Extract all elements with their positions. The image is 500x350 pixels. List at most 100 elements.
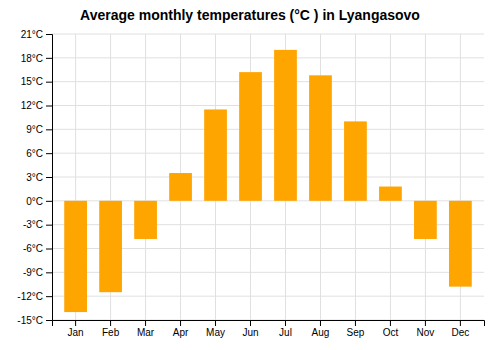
- bar: [344, 121, 367, 200]
- bar: [414, 201, 437, 239]
- tick: -6°C: [23, 243, 52, 254]
- tick: Jan: [68, 320, 84, 338]
- bar: [309, 75, 332, 201]
- plot: -15°C -12°C -9°C -6°C -3°C 0°C 3°C 6°C 9°C 12°C 15…: [17, 29, 484, 338]
- tick: Sep: [347, 320, 365, 338]
- tick-label: -6°C: [23, 243, 43, 254]
- tick-mark: [46, 153, 52, 154]
- tick-mark: [46, 320, 52, 321]
- tick: Aug: [312, 320, 330, 338]
- tick-label: -9°C: [23, 267, 43, 278]
- grid-line: [52, 177, 484, 178]
- tick: Oct: [383, 320, 399, 338]
- tick-mark: [46, 249, 52, 250]
- tick-label: Oct: [383, 327, 399, 338]
- tick-mark: [320, 320, 321, 326]
- bar: [99, 201, 122, 292]
- tick-mark: [46, 34, 52, 35]
- tick: -3°C: [23, 219, 52, 230]
- tick-label: 21°C: [21, 29, 43, 40]
- tick-label: 0°C: [26, 196, 43, 207]
- x-axis: Jan Feb Mar Apr May Jun Jul Aug Sep Oct Nov Dec: [53, 320, 485, 338]
- tick-mark: [46, 58, 52, 59]
- tick-label: 3°C: [26, 172, 43, 183]
- grid-line: [425, 34, 426, 320]
- grid: [52, 34, 484, 320]
- tick-label: Jun: [242, 327, 258, 338]
- tick-mark: [46, 129, 52, 130]
- bar: [169, 173, 192, 201]
- tick-label: 12°C: [21, 100, 43, 111]
- tick: -12°C: [17, 291, 52, 302]
- bar: [64, 201, 87, 312]
- tick-label: May: [206, 327, 225, 338]
- tick-mark: [425, 320, 426, 326]
- grid-line: [52, 296, 484, 297]
- tick: Nov: [417, 320, 435, 338]
- tick-label: Apr: [173, 327, 189, 338]
- tick: 21°C: [21, 29, 52, 40]
- tick-label: Jul: [279, 327, 292, 338]
- tick-mark: [46, 296, 52, 297]
- tick: Jun: [242, 320, 258, 338]
- bar: [134, 201, 157, 239]
- tick: 12°C: [21, 100, 52, 111]
- bar: [239, 72, 262, 201]
- grid-line: [52, 57, 484, 58]
- tick-label: Nov: [417, 327, 435, 338]
- tick-mark: [390, 320, 391, 326]
- tick-mark: [215, 320, 216, 326]
- bar: [274, 50, 297, 201]
- tick: 18°C: [21, 53, 52, 64]
- grid-line: [52, 105, 484, 106]
- tick-label: Sep: [347, 327, 365, 338]
- tick: -15°C: [17, 315, 52, 326]
- tick-label: -3°C: [23, 219, 43, 230]
- axis-line: [46, 35, 53, 321]
- tick-label: -12°C: [17, 291, 43, 302]
- bar: [204, 109, 227, 200]
- bar: [379, 187, 402, 201]
- tick-label: Dec: [451, 327, 469, 338]
- tick: 15°C: [21, 76, 52, 87]
- tick-mark: [250, 320, 251, 326]
- tick-label: Jan: [68, 327, 84, 338]
- bars: [64, 50, 472, 312]
- tick-mark: [180, 320, 181, 326]
- tick: Apr: [173, 320, 189, 338]
- title: Average monthly temperatures (°C ) in Ly…: [80, 7, 420, 23]
- grid-line: [52, 129, 484, 130]
- tick: Feb: [102, 320, 120, 338]
- tick-mark: [110, 320, 111, 326]
- tick-mark: [355, 320, 356, 326]
- tick-mark: [46, 106, 52, 107]
- tick-label: 9°C: [26, 124, 43, 135]
- tick: May: [206, 320, 225, 338]
- tick-mark: [285, 320, 286, 326]
- tick: 0°C: [26, 196, 52, 207]
- tick: Jul: [279, 320, 292, 338]
- tick-mark: [460, 320, 461, 326]
- axis-line: [53, 321, 485, 327]
- tick-mark: [46, 201, 52, 202]
- chart: -15°C -12°C -9°C -6°C -3°C 0°C 3°C 6°C 9°C 12°C 15…: [0, 0, 500, 350]
- tick-mark: [75, 320, 76, 326]
- tick-label: Aug: [312, 327, 330, 338]
- tick-label: 15°C: [21, 76, 43, 87]
- tick-label: Mar: [137, 327, 155, 338]
- tick-label: 6°C: [26, 148, 43, 159]
- bar: [449, 201, 472, 287]
- tick-label: -15°C: [17, 315, 43, 326]
- tick: Dec: [451, 320, 469, 338]
- tick: 9°C: [26, 124, 52, 135]
- tick: Mar: [137, 320, 155, 338]
- grid-line: [145, 34, 146, 320]
- tick-mark: [46, 225, 52, 226]
- tick-mark: [145, 320, 146, 326]
- tick: 3°C: [26, 172, 52, 183]
- grid-line: [390, 34, 391, 320]
- tick-mark: [46, 82, 52, 83]
- grid-line: [52, 34, 484, 35]
- tick: 6°C: [26, 148, 52, 159]
- tick-mark: [46, 272, 52, 273]
